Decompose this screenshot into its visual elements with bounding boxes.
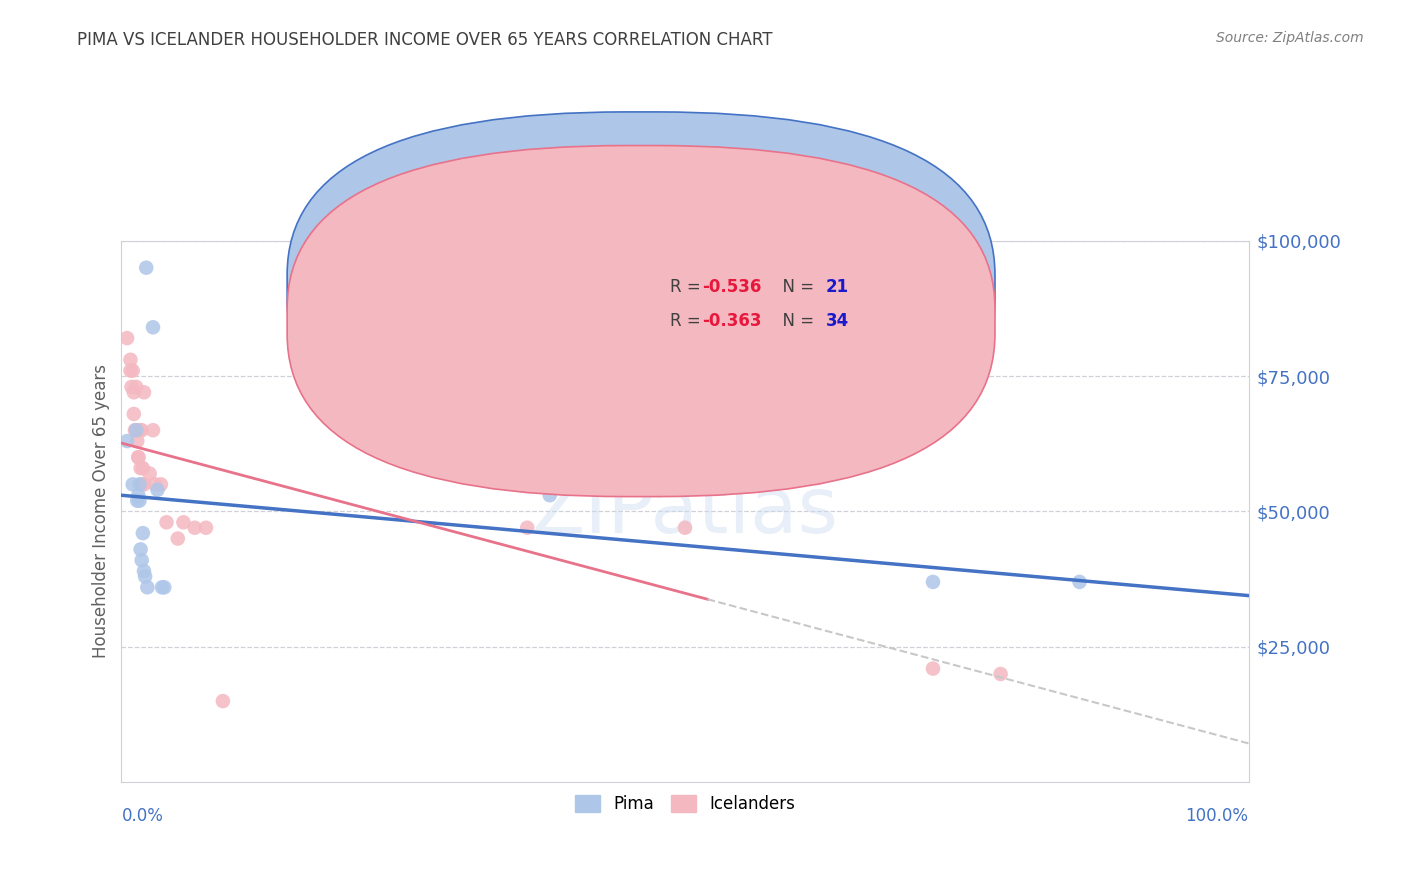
- Text: 21: 21: [825, 278, 849, 296]
- Text: R =: R =: [671, 278, 706, 296]
- Text: R =: R =: [671, 312, 706, 330]
- Point: [132, 526, 155, 541]
- Point: [122, 407, 145, 421]
- Point: [129, 461, 152, 475]
- Point: [136, 580, 159, 594]
- Point: [183, 521, 205, 535]
- Text: N =: N =: [772, 312, 820, 330]
- Point: [128, 477, 150, 491]
- Point: [155, 516, 177, 530]
- Point: [673, 521, 696, 535]
- Point: [127, 450, 149, 465]
- Point: [131, 423, 153, 437]
- Point: [194, 521, 217, 535]
- Point: [129, 542, 152, 557]
- FancyBboxPatch shape: [287, 145, 995, 497]
- Text: -0.536: -0.536: [702, 278, 761, 296]
- Point: [121, 363, 143, 377]
- Point: [115, 434, 138, 448]
- Point: [115, 331, 138, 345]
- Point: [538, 488, 561, 502]
- Point: [143, 477, 166, 491]
- Text: PIMA VS ICELANDER HOUSEHOLDER INCOME OVER 65 YEARS CORRELATION CHART: PIMA VS ICELANDER HOUSEHOLDER INCOME OVE…: [77, 31, 773, 49]
- Point: [125, 380, 148, 394]
- Point: [922, 662, 945, 676]
- Text: 100.0%: 100.0%: [1185, 806, 1249, 825]
- Text: N =: N =: [772, 278, 820, 296]
- Point: [127, 434, 149, 448]
- Point: [124, 423, 146, 437]
- Point: [127, 450, 149, 465]
- Point: [121, 477, 143, 491]
- Point: [142, 320, 165, 334]
- Point: [153, 580, 176, 594]
- Point: [142, 423, 165, 437]
- Point: [516, 521, 538, 535]
- Point: [127, 488, 149, 502]
- Point: [132, 477, 155, 491]
- Point: [150, 580, 173, 594]
- FancyBboxPatch shape: [606, 265, 905, 343]
- Y-axis label: Householder Income Over 65 years: Householder Income Over 65 years: [93, 365, 110, 658]
- Point: [122, 385, 145, 400]
- Point: [132, 564, 155, 578]
- Point: [121, 380, 143, 394]
- Point: [132, 385, 155, 400]
- Point: [125, 423, 148, 437]
- Point: [166, 532, 188, 546]
- Point: [1069, 574, 1091, 589]
- FancyBboxPatch shape: [287, 112, 995, 463]
- Point: [132, 461, 155, 475]
- Point: [120, 363, 142, 377]
- Point: [135, 260, 157, 275]
- Text: Source: ZipAtlas.com: Source: ZipAtlas.com: [1216, 31, 1364, 45]
- Text: -0.363: -0.363: [702, 312, 762, 330]
- Point: [128, 423, 150, 437]
- Point: [172, 516, 194, 530]
- Text: ZIPatlas: ZIPatlas: [531, 474, 838, 549]
- Point: [922, 574, 945, 589]
- Point: [990, 667, 1012, 681]
- Point: [134, 569, 156, 583]
- Point: [131, 553, 153, 567]
- Point: [128, 493, 150, 508]
- Text: 34: 34: [825, 312, 849, 330]
- Legend: Pima, Icelanders: Pima, Icelanders: [568, 789, 801, 820]
- Point: [146, 483, 169, 497]
- Point: [125, 423, 148, 437]
- Text: 0.0%: 0.0%: [121, 806, 163, 825]
- Point: [127, 493, 149, 508]
- Point: [131, 477, 153, 491]
- Point: [120, 352, 142, 367]
- Point: [149, 477, 172, 491]
- Point: [138, 467, 160, 481]
- Point: [212, 694, 235, 708]
